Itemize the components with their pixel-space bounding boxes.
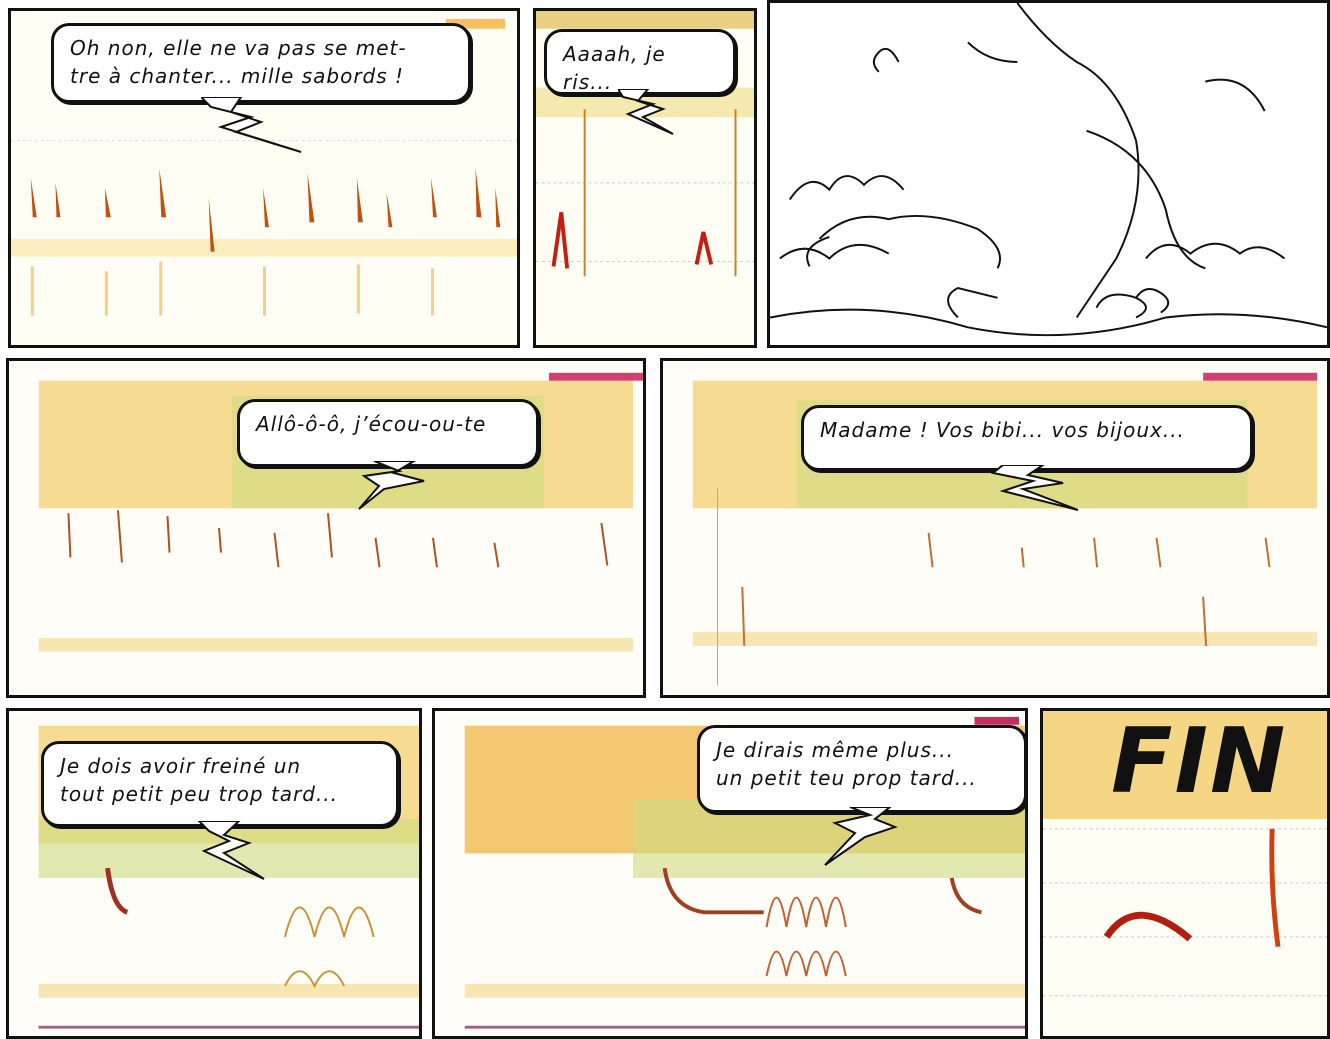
speech-bubble-1: Oh non, elle ne va pas se met- tre à cha… (51, 23, 471, 103)
comic-panel-2: Aaaah, je ris... (533, 8, 757, 348)
speech-bubble-5: Madame ! Vos bibi... vos bijoux... (801, 405, 1253, 471)
speech-bubble-tail-4 (358, 461, 425, 510)
speech-bubble-tail-1 (201, 97, 302, 153)
comic-panel-3 (767, 0, 1330, 348)
speech-text-1: Oh non, elle ne va pas se met- tre à cha… (70, 36, 407, 88)
comic-panel-4: Allô-ô-ô, j’écou-ou-te (6, 358, 646, 698)
running-man-drawing (770, 3, 1327, 345)
speech-bubble-2: Aaaah, je ris... (544, 29, 736, 95)
speech-bubble-tail-7 (824, 807, 898, 866)
speech-bubble-tail-2 (618, 89, 674, 135)
speech-text-5: Madame ! Vos bibi... vos bijoux... (820, 418, 1185, 442)
speech-text-2: Aaaah, je ris... (563, 42, 666, 94)
end-title: FIN (1111, 709, 1288, 814)
speech-text-7: Je dirais même plus... un petit teu prop… (716, 738, 977, 790)
spectrogram-background (1043, 711, 1327, 1036)
comic-panel-5: Madame ! Vos bibi... vos bijoux... (660, 358, 1330, 698)
speech-text-4: Allô-ô-ô, j’écou-ou-te (256, 412, 487, 436)
speech-bubble-6: Je dois avoir freiné un tout petit peu t… (41, 741, 399, 827)
comic-panel-7: Je dirais même plus... un petit teu prop… (432, 708, 1028, 1039)
speech-bubble-4: Allô-ô-ô, j’écou-ou-te (237, 399, 539, 467)
comic-panel-1: Oh non, elle ne va pas se met- tre à cha… (8, 8, 520, 348)
speech-bubble-7: Je dirais même plus... un petit teu prop… (697, 725, 1025, 813)
speech-bubble-tail-6 (197, 821, 265, 880)
speech-text-6: Je dois avoir freiné un tout petit peu t… (60, 754, 339, 806)
comic-panel-6: Je dois avoir freiné un tout petit peu t… (6, 708, 422, 1039)
speech-bubble-tail-5 (990, 465, 1079, 511)
comic-panel-8: FIN (1040, 708, 1330, 1039)
